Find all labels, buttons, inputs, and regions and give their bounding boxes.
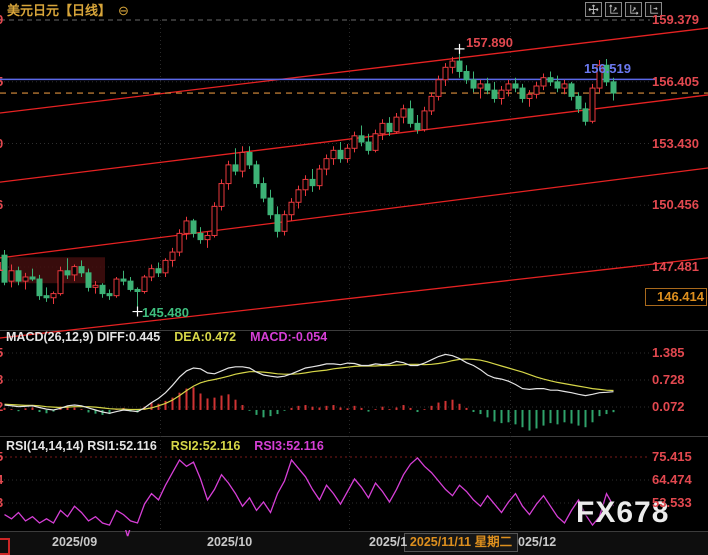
collapse-panel-icon[interactable]: ⊖	[118, 3, 129, 18]
price-axis-label: 159.379	[652, 12, 699, 27]
watermark: FX678	[576, 496, 670, 529]
price-axis-label: 156.405	[652, 73, 699, 89]
x-axis-scale-icon[interactable]	[625, 2, 642, 17]
chart-toolbar	[585, 2, 662, 17]
dea-value-label: DEA:0.472	[174, 330, 237, 344]
left-axis-digit: 0	[0, 137, 3, 150]
pan-icon[interactable]	[585, 2, 602, 17]
price-axis-label: 150.456	[652, 197, 699, 213]
clipped-left-label	[0, 538, 10, 555]
x-axis-label: 2025/10	[207, 535, 253, 549]
low-annotation: 145.480	[142, 305, 189, 320]
left-axis-digit: 1	[0, 260, 3, 273]
macd-axis-label: 0.072	[652, 399, 685, 414]
rsi-indicator-row: RSI(14,14,14) RSI1:52.116 RSI2:52.116 RS…	[6, 440, 324, 453]
blue-level-label: 156.519	[584, 61, 631, 76]
axis-marker-icon: ∨	[124, 528, 132, 539]
left-axis-digit: 8	[0, 373, 3, 386]
left-axis-digit: 3	[0, 496, 3, 509]
macd-axis-label: 1.385	[652, 345, 685, 360]
rsi-axis-label: 64.474	[652, 472, 692, 487]
rsi3-value-label: RSI3:52.116	[254, 439, 324, 453]
left-axis-digit: 5	[0, 75, 3, 88]
left-axis-digit: 5	[0, 450, 3, 463]
price-axis-label: 153.430	[652, 135, 699, 151]
macd-axis-label: 0.728	[652, 372, 685, 388]
x-axis-label: 025/12	[518, 535, 557, 549]
macd-indicator-row: MACD(26,12,9) DIFF:0.445 DEA:0.472 MACD:…	[6, 331, 327, 344]
symbol-title: 美元日元【日线】	[7, 3, 112, 18]
high-annotation: 157.890	[466, 35, 513, 50]
macd-params-label: MACD(26,12,9) DIFF:0.445	[6, 330, 161, 344]
left-axis-digit: 9	[0, 13, 3, 26]
rsi-axis-label: 53.533	[652, 495, 692, 510]
macd-value-label: MACD:-0.054	[250, 330, 328, 344]
rsi-axis-label: 75.415	[652, 449, 692, 464]
price-axis-label: 147.481	[652, 259, 699, 274]
left-axis-digit: 4	[0, 473, 3, 486]
x-axis-label: 2025/09	[52, 535, 98, 549]
rsi-params-label: RSI(14,14,14) RSI1:52.116	[6, 439, 157, 453]
axis-shift-icon[interactable]	[645, 2, 662, 17]
rsi2-value-label: RSI2:52.116	[170, 439, 241, 453]
y-axis-scale-icon[interactable]	[605, 2, 622, 17]
left-axis-digit: 2	[0, 400, 3, 413]
left-axis-digit: 5	[0, 346, 3, 359]
left-axis-digit: 6	[0, 198, 3, 211]
highlighted-date-label: 2025/11/11 星期二	[404, 533, 518, 552]
x-axis-label: 2025/1	[369, 535, 408, 549]
marked-price-label: 146.414	[645, 288, 707, 306]
